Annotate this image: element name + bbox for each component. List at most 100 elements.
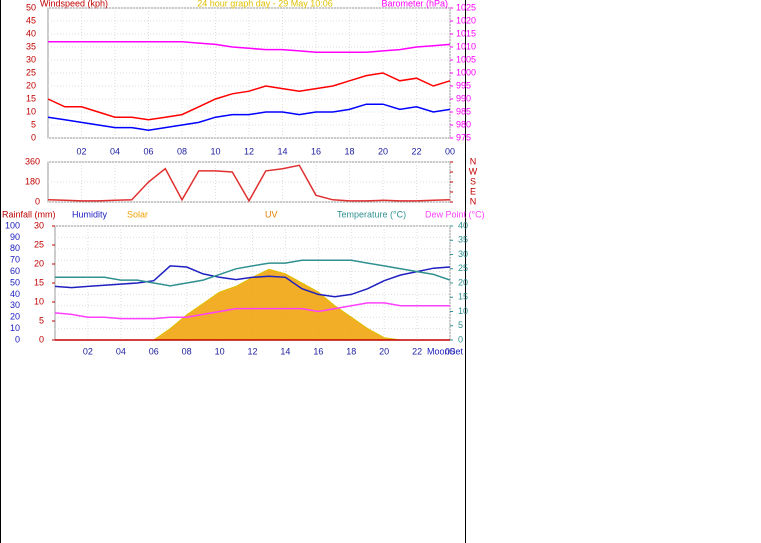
- y3-tick-label: 5: [39, 315, 44, 325]
- x-tick-label: 22: [411, 146, 421, 156]
- x-tick-label: 10: [215, 346, 225, 356]
- y2-tick-label: W: [469, 166, 478, 176]
- y3-tick-label: 20: [34, 258, 44, 268]
- y-tick-label: 90: [10, 232, 20, 242]
- y3-tick-label: 0: [39, 334, 44, 344]
- x-tick-label: 12: [247, 346, 257, 356]
- y3-tick-label: 15: [34, 277, 44, 287]
- line-series: [55, 259, 451, 287]
- y2-tick-label: 975: [456, 132, 471, 142]
- x-tick-label: 16: [311, 146, 321, 156]
- x-tick-label: 00: [445, 146, 455, 156]
- y2-tick-label: 5: [458, 320, 463, 330]
- ylabel: Windspeed (kph): [40, 0, 108, 8]
- x-tick-label: 06: [143, 146, 153, 156]
- y2-tick-label: 1020: [456, 15, 476, 25]
- y2-tick-label: 20: [458, 277, 468, 287]
- y2-tick-label: S: [470, 176, 476, 186]
- y2-tick-label: 1015: [456, 28, 476, 38]
- y2-tick-label: 35: [458, 235, 468, 245]
- y-tick-label: 25: [26, 67, 36, 77]
- y-tick-label: 360: [25, 156, 40, 166]
- line-series: [47, 103, 451, 131]
- y2-tick-label: 990: [456, 93, 471, 103]
- y-tick-label: 100: [5, 220, 20, 230]
- annotation: MoonSet: [427, 346, 464, 356]
- y-tick-label: 180: [25, 176, 40, 186]
- y-tick-label: 50: [10, 277, 20, 287]
- y2-tick-label: 0: [458, 334, 463, 344]
- line-series: [48, 41, 451, 53]
- x-tick-label: 02: [76, 146, 86, 156]
- y2-tick-label: N: [470, 156, 477, 166]
- ylabel: Rainfall (mm): [2, 209, 56, 219]
- y-tick-label: 0: [15, 334, 20, 344]
- x-tick-label: 14: [277, 146, 287, 156]
- x-tick-label: 08: [177, 146, 187, 156]
- y-tick-label: 35: [26, 41, 36, 51]
- x-tick-label: 20: [379, 346, 389, 356]
- line-series: [54, 302, 450, 320]
- y-tick-label: 40: [10, 289, 20, 299]
- legend-entry: Solar: [127, 209, 148, 219]
- y-tick-label: 20: [10, 312, 20, 322]
- x-tick-label: 06: [149, 346, 159, 356]
- y2-tick-label: 980: [456, 119, 471, 129]
- y2-tick-label: E: [470, 186, 476, 196]
- y-tick-label: 10: [10, 323, 20, 333]
- x-tick-label: 00: [445, 346, 455, 356]
- y3-tick-label: 25: [34, 239, 44, 249]
- x-tick-label: 04: [110, 146, 120, 156]
- y2-tick-label: 1025: [456, 2, 476, 12]
- y-tick-label: 0: [35, 196, 40, 206]
- x-tick-label: 10: [210, 146, 220, 156]
- y2-tick-label: 1005: [456, 54, 476, 64]
- y2label: Barometer (hPa): [381, 0, 448, 8]
- y3-tick-label: 30: [34, 220, 44, 230]
- y2-tick-label: 1010: [456, 41, 476, 51]
- y-tick-label: 5: [31, 119, 36, 129]
- y-tick-label: 10: [26, 106, 36, 116]
- y3-tick-label: 10: [34, 296, 44, 306]
- chart-title: 24 hour graph day - 29 May 10:06: [197, 0, 333, 8]
- x-tick-label: 12: [244, 146, 254, 156]
- y2-tick-label: 25: [458, 263, 468, 273]
- y-tick-label: 15: [26, 93, 36, 103]
- y2-tick-label: 15: [458, 292, 468, 302]
- y2-tick-label: 10: [458, 306, 468, 316]
- y2-tick-label: 985: [456, 106, 471, 116]
- y-tick-label: 80: [10, 243, 20, 253]
- y-tick-label: 30: [26, 54, 36, 64]
- y-tick-label: 70: [10, 255, 20, 265]
- x-tick-label: 02: [83, 346, 93, 356]
- y2-tick-label: 40: [458, 220, 468, 230]
- x-tick-label: 20: [378, 146, 388, 156]
- y-tick-label: 50: [26, 2, 36, 12]
- x-tick-label: 18: [344, 146, 354, 156]
- legend-entry: Humidity: [72, 209, 108, 219]
- y-tick-label: 60: [10, 266, 20, 276]
- y2-tick-label: N: [470, 196, 477, 206]
- y-tick-label: 30: [10, 300, 20, 310]
- y-tick-label: 45: [26, 15, 36, 25]
- y2-tick-label: 995: [456, 80, 471, 90]
- y2-tick-label: 1000: [456, 67, 476, 77]
- annotation: UV: [265, 209, 278, 219]
- x-tick-label: 18: [346, 346, 356, 356]
- legend-entry: Temperature (°C): [337, 209, 406, 219]
- y2-tick-label: 30: [458, 249, 468, 259]
- line-series: [47, 72, 451, 121]
- x-tick-label: 04: [116, 346, 126, 356]
- line-series: [47, 164, 451, 203]
- y-tick-label: 20: [26, 80, 36, 90]
- x-tick-label: 16: [313, 346, 323, 356]
- x-tick-label: 08: [182, 346, 192, 356]
- x-tick-label: 14: [280, 346, 290, 356]
- x-tick-label: 22: [412, 346, 422, 356]
- legend-entry: Dew Point (°C): [425, 209, 485, 219]
- line-series: [54, 265, 451, 298]
- y-tick-label: 0: [31, 132, 36, 142]
- y-tick-label: 40: [26, 28, 36, 38]
